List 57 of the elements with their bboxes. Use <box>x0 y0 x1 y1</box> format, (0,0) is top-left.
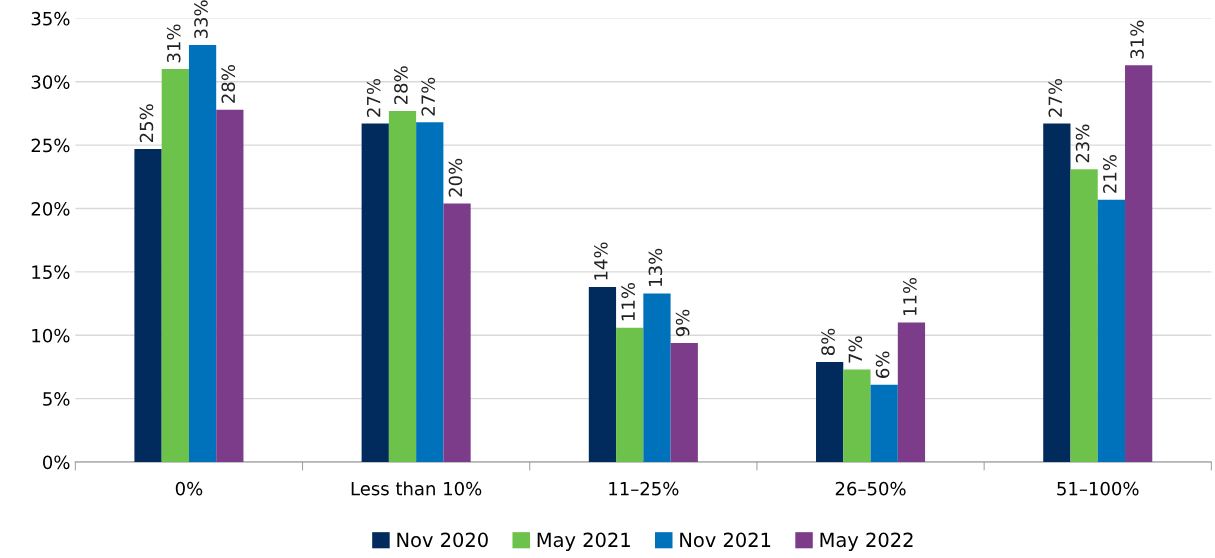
x-tick-label: 0% <box>175 481 203 496</box>
legend-label: Nov 2020 <box>397 532 488 548</box>
legend-label: May 2022 <box>820 532 913 551</box>
bar <box>443 203 471 463</box>
legend-label: May 2021 <box>537 532 630 551</box>
data-label: 14% <box>594 242 608 280</box>
data-label: 33% <box>194 0 208 39</box>
data-label: 8% <box>821 328 835 356</box>
legend-label: Nov 2021 <box>680 532 771 548</box>
bar <box>388 110 417 463</box>
data-label: 6% <box>875 351 890 378</box>
y-tick-label: 5% <box>43 392 70 406</box>
data-label: 27% <box>366 78 381 117</box>
bar <box>816 361 844 463</box>
data-label: 21% <box>1102 154 1117 193</box>
bar <box>416 122 444 463</box>
bar <box>897 322 926 463</box>
data-label: 25% <box>139 104 154 143</box>
data-label: 27% <box>1048 78 1063 117</box>
y-tick-label: 30% <box>31 75 70 89</box>
bar <box>216 109 244 463</box>
data-label: 9% <box>675 309 690 337</box>
y-tick-label: 10% <box>32 328 70 343</box>
y-tick-label: 25% <box>31 138 70 153</box>
x-tick-label: 11–25% <box>609 481 679 496</box>
bar <box>870 384 898 463</box>
data-label: 31% <box>1130 20 1144 59</box>
bar <box>161 69 189 463</box>
data-label: 11% <box>903 277 917 316</box>
bar <box>643 293 671 463</box>
data-label: 27% <box>421 77 436 116</box>
data-label: 31% <box>166 24 181 63</box>
data-label: 28% <box>394 66 408 105</box>
bar <box>1125 65 1153 463</box>
bar <box>1097 199 1126 463</box>
x-tick-label: 26–50% <box>835 481 906 496</box>
data-label: 28% <box>221 64 236 103</box>
data-label: 13% <box>648 248 663 286</box>
bar <box>616 327 644 463</box>
y-tick-label: 35% <box>31 11 70 26</box>
x-tick-label: 51–100% <box>1057 481 1139 496</box>
bar <box>188 45 217 463</box>
bar <box>588 287 617 463</box>
data-label: 23% <box>1075 124 1090 163</box>
y-tick-label: 15% <box>32 265 70 280</box>
y-tick-label: 0% <box>43 455 70 470</box>
data-label: 11% <box>621 282 635 321</box>
bar <box>1070 169 1098 463</box>
x-tick-label: Less than 10% <box>351 481 482 496</box>
bar <box>134 148 162 463</box>
bar <box>1043 123 1071 463</box>
data-label: 7% <box>848 336 863 363</box>
bar <box>670 342 698 463</box>
data-label: 20% <box>448 158 463 197</box>
y-tick-label: 20% <box>31 201 70 216</box>
bar <box>843 369 871 463</box>
bar <box>361 123 389 463</box>
